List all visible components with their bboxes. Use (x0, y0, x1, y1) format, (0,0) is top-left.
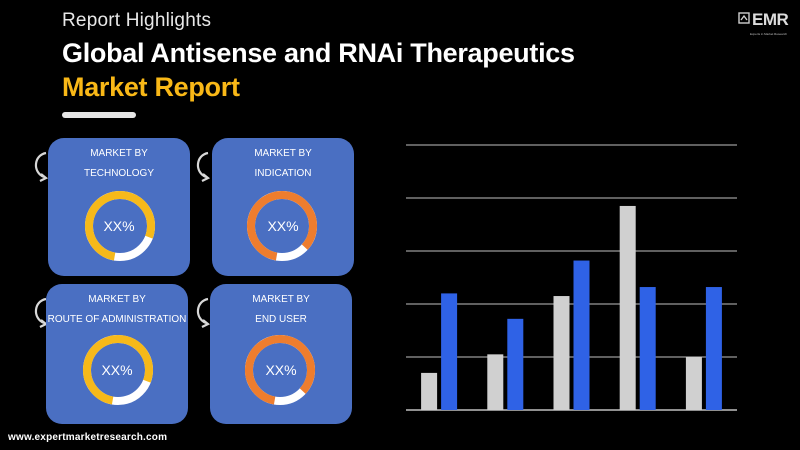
card-technology-label-line2: TECHNOLOGY (83, 168, 154, 179)
bar-series-2-item-4 (639, 287, 656, 410)
donut-segment (85, 191, 155, 261)
emr-logo: EMR Experts in Market Research (738, 6, 798, 46)
donut-route-of-administration (83, 335, 153, 405)
card-end-user-label-line2: END USER (255, 314, 307, 325)
bar-series-1-item-3 (553, 296, 570, 410)
bar-series-1-item-4 (619, 205, 636, 410)
card-route-label-line1: MARKET BY (88, 294, 146, 305)
bar-chart (406, 144, 737, 411)
footer-url: www.expertmarketresearch.com (8, 432, 168, 443)
report-title: Global Antisense and RNAi Therapeutics (62, 38, 575, 68)
card-indication-value: XX% (267, 218, 299, 234)
bar-series-2-item-2 (507, 318, 524, 410)
circular-arrow-icon (196, 151, 211, 182)
card-indication-label-line1: MARKET BY (254, 148, 312, 159)
card-end-user-label: MARKET BY END USER (210, 290, 352, 330)
bar-series-2-item-5 (705, 287, 722, 410)
card-technology-value: XX% (103, 218, 135, 234)
bar-series-1-item-2 (487, 354, 504, 410)
logo-mark-icon (738, 12, 750, 24)
card-technology: MARKET BY TECHNOLOGY XX% (48, 138, 190, 276)
card-route-of-administration: MARKET BY ROUTE OF ADMINISTRATION XX% (46, 284, 188, 424)
bar-series-1-item-5 (685, 357, 702, 410)
card-route-value: XX% (101, 362, 133, 378)
title-underline-bar (62, 112, 136, 118)
logo-tagline: Experts in Market Research (750, 32, 788, 36)
card-end-user: MARKET BY END USER XX% (210, 284, 352, 424)
card-route-label-line2: ROUTE OF ADMINISTRATION (47, 314, 187, 325)
donut-indication (247, 191, 317, 261)
report-subtitle: Report Highlights (62, 10, 212, 31)
bar-series-2-item-3 (573, 260, 590, 410)
circular-arrow-icon (34, 151, 49, 182)
card-technology-label-line1: MARKET BY (90, 148, 148, 159)
card-end-user-label-line1: MARKET BY (252, 294, 310, 305)
card-end-user-value: XX% (265, 362, 297, 378)
donut-end-user (245, 335, 315, 405)
donut-technology (85, 191, 155, 261)
bar-series-1-item-1 (421, 372, 438, 410)
bar-series-2-item-1 (441, 293, 458, 410)
card-route-label: MARKET BY ROUTE OF ADMINISTRATION (46, 290, 188, 330)
card-indication-label: MARKET BY INDICATION (212, 144, 354, 184)
circular-arrow-icon (196, 297, 211, 328)
card-indication-label-line2: INDICATION (254, 168, 312, 179)
card-indication: MARKET BY INDICATION XX% (212, 138, 354, 276)
report-title-accent: Market Report (62, 72, 240, 102)
card-technology-label: MARKET BY TECHNOLOGY (48, 144, 190, 184)
logo-text: EMR (752, 10, 789, 29)
donut-segment (83, 335, 153, 405)
